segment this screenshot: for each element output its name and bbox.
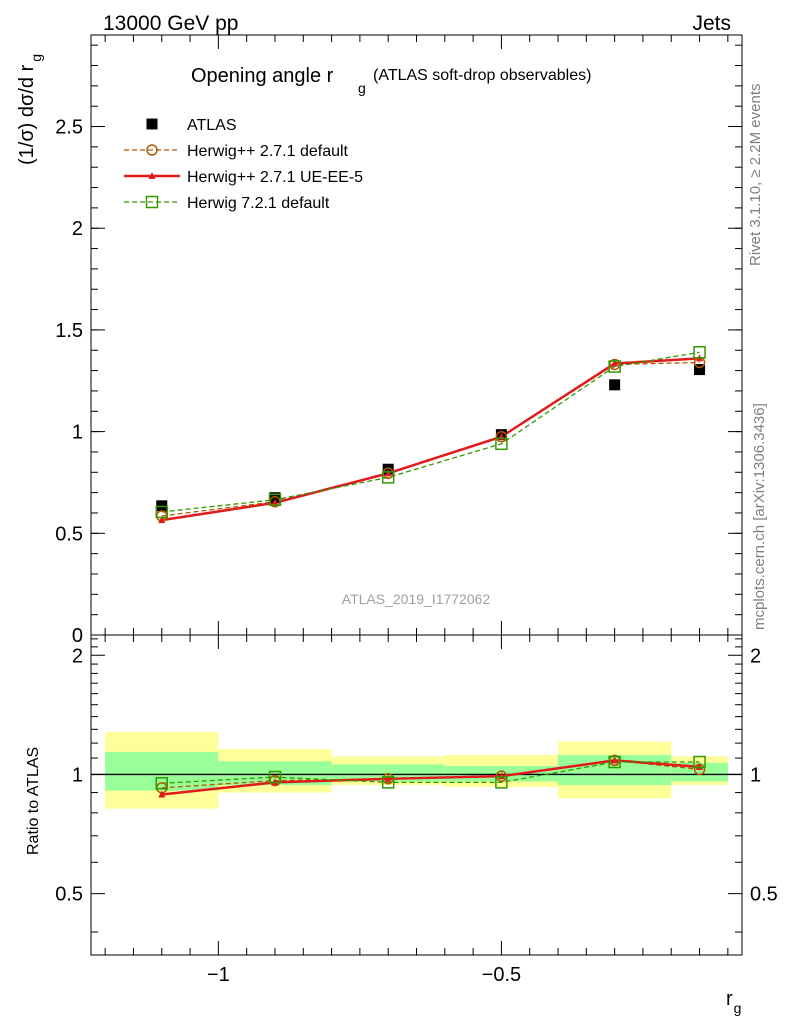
main-y-axis-label-subscript: g xyxy=(28,54,44,62)
x-tick-label: −0.5 xyxy=(482,964,521,986)
main-line-herwig-2-7-1-ue-ee-5 xyxy=(161,357,700,522)
legend-label-herwig-2-7-1-default: Herwig++ 2.7.1 default xyxy=(187,143,349,160)
main-point-atlas xyxy=(609,379,621,391)
ratio-series-lines xyxy=(161,759,700,796)
ratio-y-tick-label-right: 0.5 xyxy=(750,884,778,906)
main-title-subscript: g xyxy=(358,80,366,96)
main-y-tick-label: 2 xyxy=(72,218,83,240)
ratio-y-tick-label: 1 xyxy=(72,764,83,786)
x-tick-label: −1 xyxy=(207,964,230,986)
main-panel: 0 0.5 1 1.5 2 2.5 Opening angle r g (ATLAS so… xyxy=(16,34,743,647)
ratio-panel: 0.5 0.5 1 1 2 2 −1 −0.5 Ratio to ATLAS rg xyxy=(25,634,778,1016)
ratio-point-herwig-7-2-1-default xyxy=(608,755,621,769)
ratio-series-markers xyxy=(155,754,706,798)
ratio-point-herwig-7-2-1-default xyxy=(381,776,395,789)
ratio-point-herwig-2-7-1-ue-ee-5 xyxy=(158,790,166,798)
mcplots-reference: mcplots.cern.ch [arXiv:1306.3436] xyxy=(751,403,768,630)
main-point-atlas xyxy=(269,492,281,504)
main-point-herwig-2-7-1-ue-ee-5 xyxy=(384,469,392,477)
ratio-point-herwig-7-2-1-default xyxy=(155,777,169,790)
main-y-tick-label: 0 xyxy=(72,625,83,647)
main-point-herwig-2-7-1-ue-ee-5 xyxy=(271,498,279,506)
ratio-point-herwig-7-2-1-default xyxy=(495,776,508,789)
ratio-y-tick-label: 0.5 xyxy=(55,884,83,906)
ratio-uncertainty-bands xyxy=(91,732,742,809)
main-point-herwig-7-2-1-default xyxy=(268,493,282,506)
header-process: Jets xyxy=(692,12,731,35)
main-point-herwig-7-2-1-default xyxy=(155,505,169,519)
ratio-plot-frame xyxy=(90,634,743,956)
main-series-markers xyxy=(155,346,706,524)
main-title: Opening angle r xyxy=(191,65,334,87)
main-point-herwig-2-7-1-ue-ee-5 xyxy=(158,516,166,524)
x-axis-label: rg xyxy=(726,988,741,1016)
main-point-herwig-7-2-1-default xyxy=(495,437,508,451)
ratio-point-herwig-2-7-1-ue-ee-5 xyxy=(611,756,619,764)
ratio-axis-ticks: 0.5 0.5 1 1 2 2 −1 −0.5 xyxy=(55,635,778,986)
ratio-y-axis-label: Ratio to ATLAS xyxy=(25,747,42,855)
x-axis-label-text: r xyxy=(726,988,733,1010)
legend-label-herwig-2-7-1-ue-ee-5: Herwig++ 2.7.1 UE-EE-5 xyxy=(187,169,363,186)
ratio-line-herwig-2-7-1-ue-ee-5 xyxy=(161,759,700,796)
main-line-herwig-7-2-1-default xyxy=(161,351,700,513)
legend: ATLAS Herwig++ 2.7.1 default Herwig++ 2.7.… xyxy=(124,117,363,212)
ratio-line-herwig-7-2-1-default xyxy=(161,761,700,784)
main-y-tick-label: 1 xyxy=(72,422,83,444)
main-point-herwig-2-7-1-default xyxy=(495,430,508,443)
main-y-axis-label: (1/σ) dσ/d r g xyxy=(16,54,44,165)
legend-marker-herwig-7-2-1-default xyxy=(145,195,159,209)
ratio-inner-band xyxy=(671,762,728,782)
legend-label-atlas: ATLAS xyxy=(187,117,237,134)
main-title-text: Opening angle r xyxy=(191,65,334,87)
ratio-point-herwig-7-2-1-default xyxy=(693,755,706,769)
x-axis-label-subscript: g xyxy=(734,1000,742,1016)
main-point-herwig-2-7-1-ue-ee-5 xyxy=(611,359,619,367)
header-energy: 13000 GeV pp xyxy=(103,12,238,35)
ratio-y-tick-label-right: 1 xyxy=(750,764,761,786)
main-y-tick-label: 1.5 xyxy=(55,320,83,342)
main-title-rest: (ATLAS soft-drop observables) xyxy=(373,67,591,84)
main-y-tick-label: 2.5 xyxy=(55,117,83,139)
legend-label-herwig-7-2-1-default: Herwig 7.2.1 default xyxy=(187,195,330,212)
ratio-y-tick-label-right: 2 xyxy=(750,645,761,667)
legend-marker-atlas xyxy=(146,118,158,130)
main-point-atlas xyxy=(694,364,706,376)
ratio-inner-band xyxy=(218,761,332,786)
main-point-atlas xyxy=(382,463,394,475)
main-point-herwig-7-2-1-default xyxy=(381,471,395,484)
ratio-point-herwig-2-7-1-ue-ee-5 xyxy=(384,774,392,782)
main-watermark: ATLAS_2019_I1772062 xyxy=(342,591,491,607)
main-series-lines xyxy=(161,351,700,522)
ratio-y-tick-label: 2 xyxy=(72,645,83,667)
main-point-herwig-7-2-1-default xyxy=(693,346,706,359)
ratio-inner-band xyxy=(105,751,219,791)
main-y-tick-label: 0.5 xyxy=(55,523,83,545)
ratio-point-herwig-7-2-1-default xyxy=(268,770,282,784)
legend-marker-herwig-2-7-1-default xyxy=(146,144,158,156)
rivet-version: Rivet 3.1.10, ≥ 2.2M events xyxy=(747,84,764,267)
legend-marker-herwig-2-7-1-ue-ee-5 xyxy=(148,172,156,179)
main-point-herwig-7-2-1-default xyxy=(608,360,621,373)
main-y-axis-label-text: (1/σ) dσ/d r xyxy=(16,64,38,165)
main-axis-ticks: 0 0.5 1 1.5 2 2.5 xyxy=(55,35,742,647)
